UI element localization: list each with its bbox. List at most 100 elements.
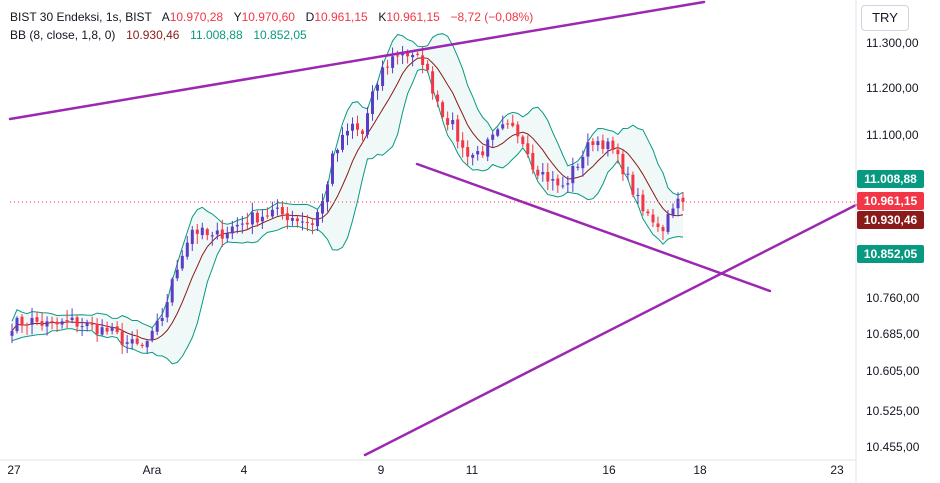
candle[interactable] [190,225,194,251]
candle[interactable] [110,322,114,335]
candle[interactable] [20,314,24,333]
candle[interactable] [391,47,395,74]
candle[interactable] [616,143,620,164]
candle[interactable] [526,135,530,158]
candle[interactable] [215,222,219,240]
candle[interactable] [366,106,369,139]
candle[interactable] [40,312,44,331]
candle[interactable] [145,339,149,354]
candle[interactable] [341,127,344,153]
candle[interactable] [100,319,104,337]
candle[interactable] [486,137,490,162]
candle[interactable] [501,115,505,131]
candle[interactable] [566,176,570,194]
candle[interactable] [496,127,500,138]
candle[interactable] [170,277,174,306]
candle[interactable] [446,111,450,131]
candle[interactable] [346,123,349,146]
candle[interactable] [25,322,29,335]
candle[interactable] [561,176,565,189]
candle[interactable] [386,59,390,75]
candle[interactable] [30,307,34,335]
candle[interactable] [491,131,495,147]
candle[interactable] [321,193,324,223]
candle[interactable] [50,316,54,330]
candle[interactable] [636,188,640,205]
candle[interactable] [536,165,540,180]
candle[interactable] [165,294,169,323]
candle[interactable] [411,52,415,67]
candle[interactable] [15,316,19,334]
candle[interactable] [646,209,650,217]
candle[interactable] [300,212,304,231]
candle[interactable] [115,321,119,335]
currency-button[interactable]: TRY [861,5,909,31]
candle[interactable] [336,148,339,162]
candle[interactable] [310,219,314,235]
candle[interactable] [55,317,59,333]
candle[interactable] [235,217,239,234]
candle[interactable] [426,60,430,73]
candle[interactable] [676,192,680,217]
candle[interactable] [240,215,244,234]
candle[interactable] [371,85,374,121]
candle[interactable] [631,171,635,198]
candle[interactable] [376,81,379,100]
candle[interactable] [260,209,264,230]
candle[interactable] [351,117,354,139]
candle[interactable] [255,210,259,227]
rising-trendline[interactable] [363,203,858,457]
candle[interactable] [290,210,294,226]
candle[interactable] [70,308,74,324]
candle[interactable] [185,236,189,260]
candle[interactable] [641,189,645,216]
candle[interactable] [130,331,134,350]
candle[interactable] [85,319,89,332]
candle[interactable] [200,222,204,240]
candle[interactable] [245,212,249,230]
candle[interactable] [80,317,84,337]
symbol-name[interactable]: BIST 30 Endeksi [10,10,100,24]
candle[interactable] [651,209,655,228]
candle[interactable] [571,157,575,192]
candle[interactable] [546,163,550,191]
candle[interactable] [511,114,515,128]
candle[interactable] [305,214,309,232]
candle[interactable] [35,312,39,326]
indicator-name[interactable]: BB (8, close, 1,8, 0) [10,28,116,42]
candle[interactable] [361,128,364,141]
candle[interactable] [586,133,590,166]
candle[interactable] [175,259,179,282]
candle[interactable] [436,90,440,107]
candle[interactable] [65,310,69,329]
candle[interactable] [326,181,329,212]
lower-trendline[interactable] [415,162,772,293]
candle[interactable] [521,134,525,147]
candle[interactable] [125,335,129,354]
candle[interactable] [461,132,465,158]
candle[interactable] [120,322,124,354]
candle[interactable] [591,138,595,152]
candle[interactable] [671,203,675,219]
candle[interactable] [401,45,405,65]
candle[interactable] [551,170,555,191]
interval[interactable]: 1s [105,10,119,24]
candle[interactable] [331,150,334,187]
candle[interactable] [471,152,475,166]
candle[interactable] [205,227,209,241]
candle[interactable] [250,202,254,235]
candle[interactable] [356,115,359,137]
candle[interactable] [531,144,535,174]
candle[interactable] [180,250,184,271]
candle[interactable] [611,136,615,154]
candle[interactable] [265,207,269,219]
candle[interactable] [220,219,224,248]
candle[interactable] [75,314,79,333]
candle[interactable] [155,313,159,336]
candle[interactable] [135,329,139,346]
candle[interactable] [516,121,520,144]
candle[interactable] [656,216,660,232]
candle[interactable] [90,316,94,331]
candle[interactable] [210,231,214,246]
